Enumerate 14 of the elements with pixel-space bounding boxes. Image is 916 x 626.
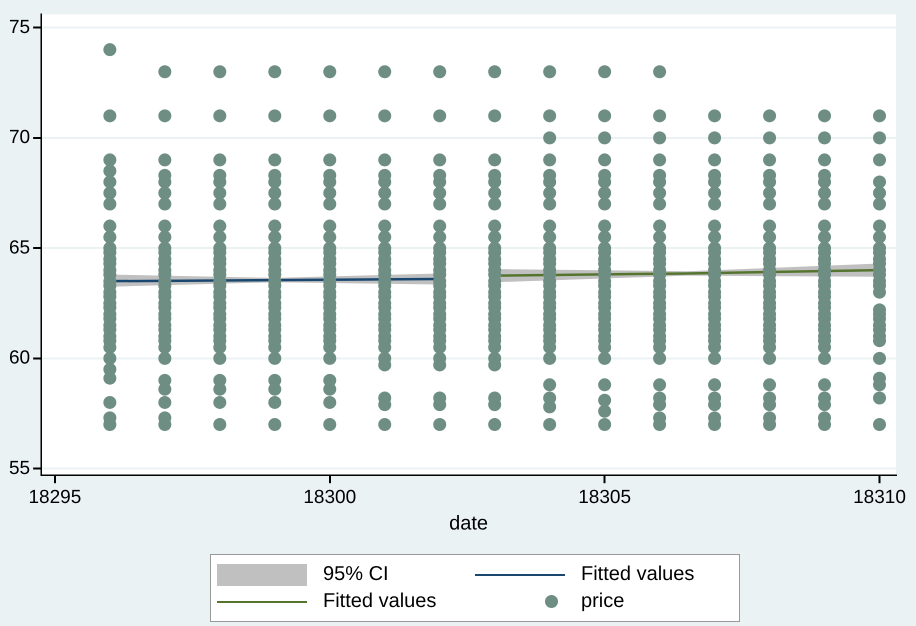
x-tick-label: 18300 <box>303 486 356 508</box>
legend-label: Fitted values <box>323 590 436 613</box>
x-axis-title: date <box>449 512 488 535</box>
y-tick-label: 65 <box>8 237 30 258</box>
x-tick-label: 18310 <box>853 486 906 508</box>
legend-label: price <box>581 590 624 613</box>
text: 95% CI <box>323 563 389 586</box>
y-tick-label: 70 <box>8 127 30 148</box>
x-tick-label: 18295 <box>28 486 82 508</box>
y-tick-label: 60 <box>8 348 30 369</box>
x-tick-label: 18305 <box>578 486 632 508</box>
legend-label: Fitted values <box>581 563 694 586</box>
y-tick-label: 75 <box>8 16 30 38</box>
y-tick-label: 55 <box>8 458 30 479</box>
